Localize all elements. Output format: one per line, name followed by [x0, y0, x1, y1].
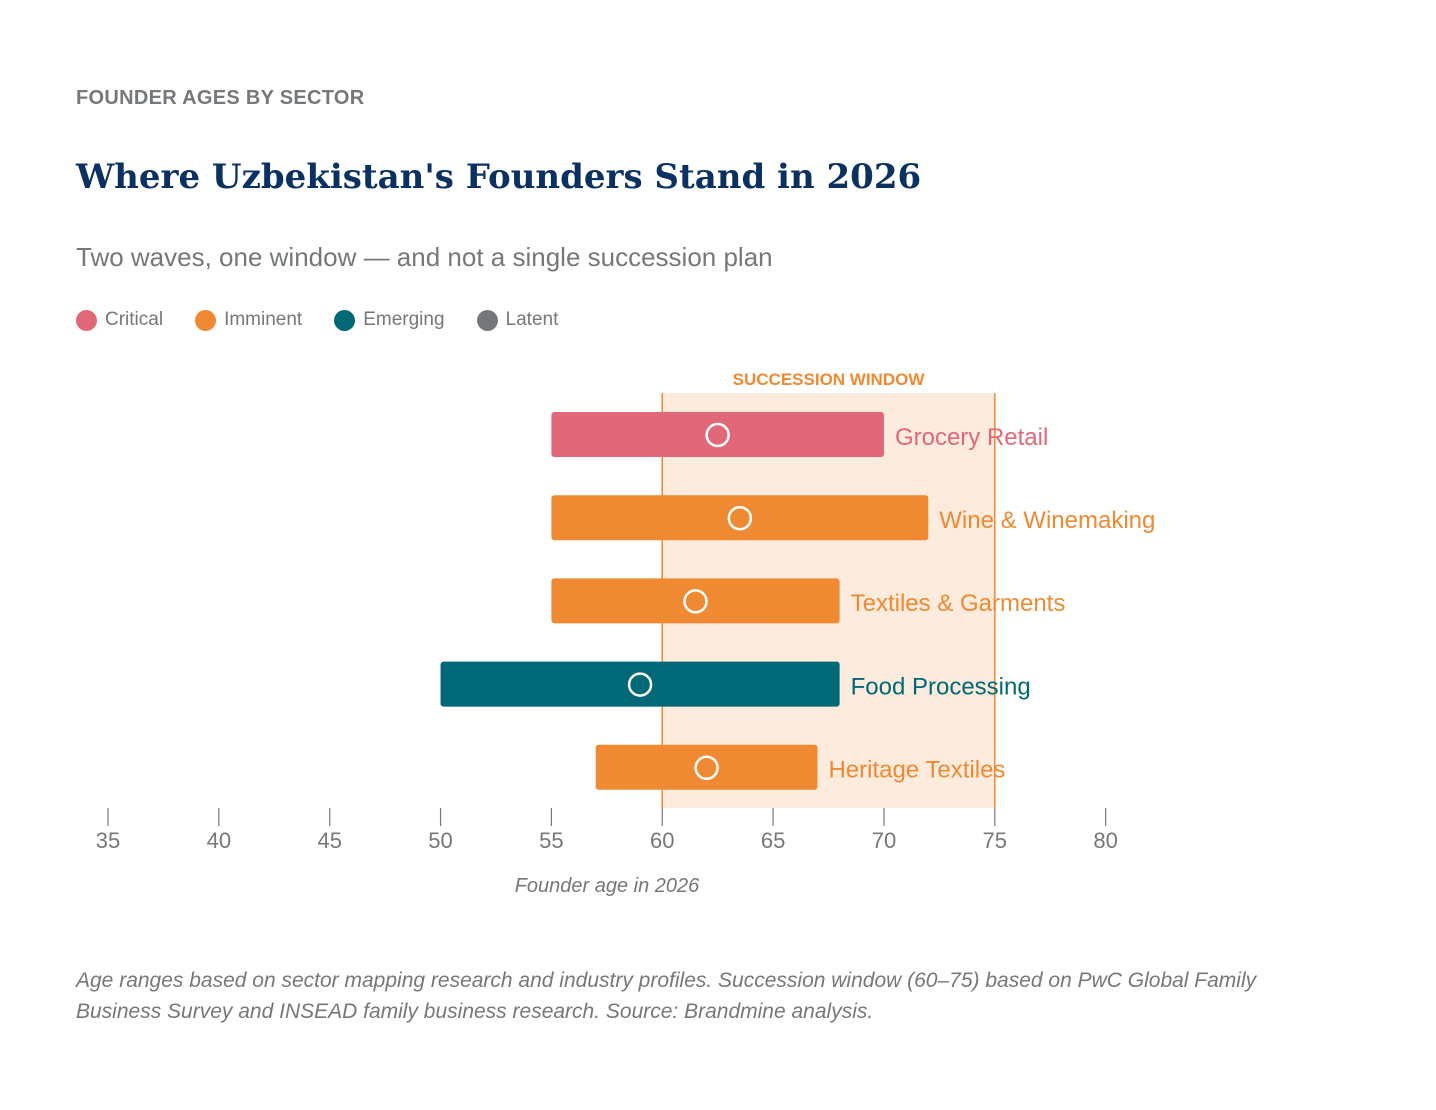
- footnote: Age ranges based on sector mapping resea…: [76, 969, 1257, 1023]
- x-axis-label: Founder age in 2026: [515, 875, 700, 897]
- bar-label-wine-winemaking: Wine & Winemaking: [939, 507, 1155, 534]
- chart-title: Where Uzbekistan's Founders Stand in 202…: [76, 157, 922, 197]
- legend-item-emerging: Emerging: [334, 309, 445, 331]
- succession-window-label: SUCCESSION WINDOW: [733, 370, 926, 389]
- bar-label-grocery-retail: Grocery Retail: [895, 424, 1048, 451]
- legend-item-imminent: Imminent: [195, 309, 302, 331]
- median-marker-grocery-retail: [705, 422, 730, 448]
- x-tick-label-80: 80: [1093, 828, 1117, 853]
- legend-label-critical: Critical: [105, 309, 164, 330]
- median-marker-heritage-textiles: [694, 755, 719, 781]
- legend: Critical Imminent Emerging Latent: [76, 309, 590, 331]
- x-tick-label-40: 40: [207, 828, 231, 853]
- median-marker-textiles-garments: [683, 589, 708, 614]
- bar-wine-winemaking: [551, 495, 929, 541]
- legend-dot-latent: [476, 309, 498, 331]
- bar-grocery-retail: [551, 412, 884, 457]
- legend-label-emerging: Emerging: [363, 309, 445, 330]
- legend-dot-imminent: [195, 309, 217, 331]
- x-tick-label-75: 75: [983, 828, 1007, 853]
- legend-label-latent: Latent: [505, 309, 559, 330]
- legend-item-latent: Latent: [476, 309, 559, 331]
- bar-label-heritage-textiles: Heritage Textiles: [828, 757, 1005, 784]
- range-bar-chart: SUCCESSION WINDOW Grocery Retail Wine & Wi…: [96, 370, 1156, 897]
- bar-food-processing: [440, 661, 840, 707]
- x-tick-label-65: 65: [761, 828, 785, 853]
- x-tick-label-45: 45: [317, 828, 341, 853]
- median-marker-wine-winemaking: [727, 505, 753, 531]
- legend-dot-emerging: [334, 309, 356, 331]
- legend-item-critical: Critical: [76, 309, 163, 331]
- x-tick-label-55: 55: [539, 828, 563, 853]
- bar-label-textiles-garments: Textiles & Garments: [851, 590, 1066, 617]
- x-tick-label-60: 60: [650, 828, 674, 853]
- x-tick-label-50: 50: [428, 828, 452, 853]
- chart-subtitle: Two waves, one window — and not a single…: [76, 242, 773, 272]
- x-tick-label-35: 35: [96, 828, 120, 853]
- bar-textiles-garments: [551, 578, 840, 624]
- bar-label-food-processing: Food Processing: [851, 673, 1031, 700]
- median-marker-food-processing: [627, 672, 653, 697]
- legend-label-imminent: Imminent: [224, 309, 303, 330]
- bar-heritage-textiles: [595, 744, 818, 790]
- x-tick-label-70: 70: [872, 828, 896, 853]
- legend-dot-critical: [76, 309, 97, 331]
- eyebrow-label: FOUNDER AGES BY SECTOR: [76, 87, 365, 109]
